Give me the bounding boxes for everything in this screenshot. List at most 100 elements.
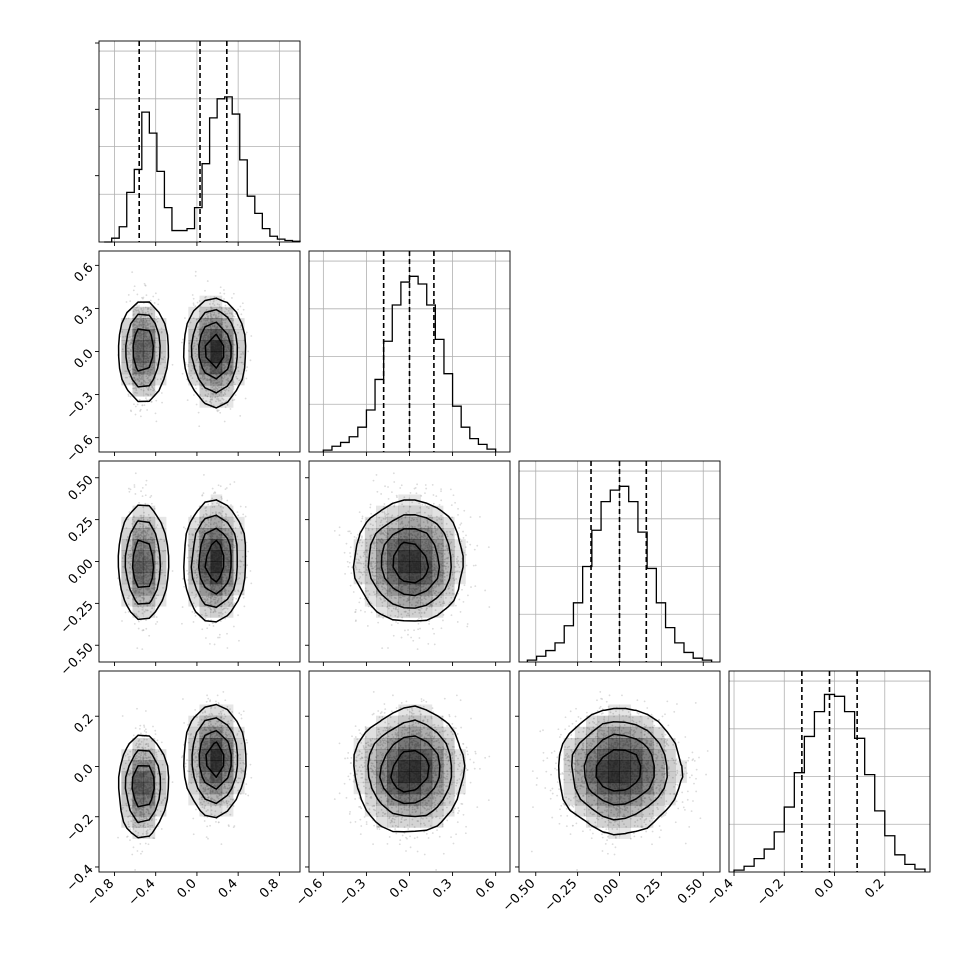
scatter-point-2-1-2036 bbox=[365, 538, 367, 541]
scatter-point-2-0-2200 bbox=[181, 606, 184, 608]
scatter-point-2-1-964 bbox=[401, 503, 403, 506]
scatter-point-2-0-424 bbox=[145, 601, 148, 604]
density-cell-2-0-11-3 bbox=[132, 528, 145, 540]
density-cell-1-0-12-10 bbox=[210, 306, 223, 319]
scatter-point-1-0-2660 bbox=[135, 387, 137, 390]
scatter-point-2-0-898 bbox=[138, 620, 140, 623]
scatter-point-2-0-3034 bbox=[154, 586, 157, 589]
scatter-point-1-0-1010 bbox=[212, 300, 215, 303]
scatter-point-1-0-2832 bbox=[181, 341, 183, 344]
scatter-point-1-0-2924 bbox=[222, 367, 225, 370]
scatter-point-1-0-3290 bbox=[146, 331, 149, 334]
density-cell-1-0-8-5 bbox=[154, 351, 167, 364]
scatter-point-1-0-2330 bbox=[205, 295, 207, 298]
scatter-point-2-0-1662 bbox=[207, 521, 210, 524]
scatter-point-2-0-2580 bbox=[125, 527, 128, 529]
density-cell-2-0-5-11 bbox=[221, 595, 234, 607]
scatter-point-2-0-1528 bbox=[215, 522, 218, 525]
scatter-point-1-0-2486 bbox=[135, 389, 138, 392]
scatter-point-1-0-1422 bbox=[127, 336, 130, 339]
scatter-point-2-0-106 bbox=[230, 504, 232, 506]
scatter-point-2-0-68 bbox=[230, 580, 232, 583]
scatter-point-2-0-2970 bbox=[139, 537, 142, 539]
scatter-point-1-0-1206 bbox=[187, 363, 190, 366]
density-cell-2-0-13-3 bbox=[132, 505, 145, 518]
scatter-point-2-1-1070 bbox=[432, 555, 434, 558]
scatter-point-2-1-144 bbox=[427, 507, 430, 510]
scatter-point-1-0-3020 bbox=[204, 317, 206, 320]
scatter-point-2-0-3450 bbox=[207, 584, 210, 587]
scatter-point-2-0-3398 bbox=[214, 602, 217, 605]
scatter-point-1-0-1832 bbox=[141, 311, 144, 314]
scatter-point-1-0-3056 bbox=[138, 376, 141, 379]
density-cell-2-0-13-11 bbox=[221, 505, 234, 518]
scatter-point-2-1-1218 bbox=[432, 494, 435, 496]
scatter-point-2-1-306 bbox=[456, 555, 459, 558]
scatter-point-1-0-1534 bbox=[210, 318, 212, 321]
scatter-point-2-0-3062 bbox=[200, 535, 203, 538]
scatter-point-2-0-648 bbox=[128, 595, 130, 598]
scatter-point-1-0-648 bbox=[128, 357, 130, 359]
scatter-point-2-0-1412 bbox=[154, 550, 157, 553]
scatter-point-2-1-2418 bbox=[410, 519, 413, 522]
scatter-point-2-1-1874 bbox=[390, 597, 393, 599]
scatter-point-2-1-2350 bbox=[359, 609, 362, 612]
scatter-point-1-0-1512 bbox=[198, 310, 201, 313]
scatter-point-1-0-3246 bbox=[134, 326, 137, 329]
scatter-point-2-0-1344 bbox=[226, 499, 229, 502]
scatter-point-1-0-3162 bbox=[132, 314, 135, 316]
scatter-point-2-1-1044 bbox=[428, 595, 430, 598]
scatter-point-2-0-2726 bbox=[196, 549, 199, 552]
scatter-point-2-1-738 bbox=[388, 595, 391, 598]
scatter-point-2-0-354 bbox=[155, 543, 158, 546]
scatter-point-2-1-1670 bbox=[384, 559, 387, 562]
scatter-point-1-0-1454 bbox=[216, 389, 219, 392]
scatter-point-2-1-1816 bbox=[379, 597, 382, 600]
scatter-point-1-0-532 bbox=[182, 338, 184, 341]
scatter-point-2-1-2326 bbox=[333, 529, 336, 532]
scatter-point-2-0-430 bbox=[202, 528, 205, 531]
scatter-point-2-0-3538 bbox=[134, 527, 137, 530]
scatter-point-2-1-1500 bbox=[395, 585, 398, 588]
scatter-point-1-0-3248 bbox=[213, 379, 215, 382]
scatter-point-2-1-1454 bbox=[369, 562, 372, 564]
scatter-point-1-0-2356 bbox=[189, 321, 192, 324]
scatter-point-2-0-614 bbox=[183, 585, 186, 588]
density-cell-2-0-7-12 bbox=[233, 572, 245, 585]
scatter-point-2-1-1342 bbox=[447, 566, 450, 568]
scatter-point-1-0-2230 bbox=[224, 319, 227, 321]
density-cell-2-0-6-4 bbox=[143, 583, 156, 596]
scatter-point-2-1-1516 bbox=[462, 530, 464, 533]
scatter-point-1-0-1772 bbox=[212, 388, 215, 391]
scatter-point-2-0-3130 bbox=[230, 602, 233, 604]
scatter-point-2-0-2866 bbox=[139, 533, 142, 536]
scatter-point-2-0-3474 bbox=[148, 547, 150, 550]
scatter-point-1-0-1134 bbox=[197, 361, 200, 364]
scatter-point-2-1-178 bbox=[408, 497, 411, 500]
scatter-point-1-0-3184 bbox=[134, 371, 136, 374]
scatter-point-1-0-1516 bbox=[231, 297, 233, 299]
scatter-point-1-0-2160 bbox=[192, 317, 195, 320]
scatter-point-1-0-2912 bbox=[155, 354, 158, 357]
scatter-point-1-0-430 bbox=[202, 397, 205, 400]
scatter-point-2-0-1214 bbox=[137, 605, 140, 608]
scatter-point-1-0-3410 bbox=[147, 364, 150, 367]
scatter-point-1-0-1392 bbox=[157, 298, 160, 301]
density-cell-1-0-11-9 bbox=[199, 318, 212, 330]
scatter-point-2-1-238 bbox=[436, 519, 438, 521]
scatter-point-2-0-2858 bbox=[138, 595, 141, 598]
scatter-point-2-1-2340 bbox=[450, 548, 453, 551]
density-cell-1-0-8-12 bbox=[233, 351, 245, 364]
density-cell-1-0-10-3 bbox=[132, 329, 145, 341]
density-cell-2-0-12-9 bbox=[199, 516, 212, 529]
scatter-point-1-0-490 bbox=[218, 394, 221, 396]
scatter-point-1-0-2064 bbox=[194, 364, 197, 367]
scatter-point-1-0-2872 bbox=[224, 307, 227, 310]
scatter-point-1-0-1674 bbox=[217, 315, 220, 318]
scatter-point-2-1-488 bbox=[367, 603, 369, 605]
scatter-point-1-0-2090 bbox=[201, 375, 204, 378]
scatter-point-2-0-2192 bbox=[205, 506, 208, 509]
scatter-point-2-1-732 bbox=[354, 608, 357, 611]
scatter-point-2-0-112 bbox=[183, 526, 185, 529]
scatter-point-2-1-668 bbox=[441, 569, 444, 572]
